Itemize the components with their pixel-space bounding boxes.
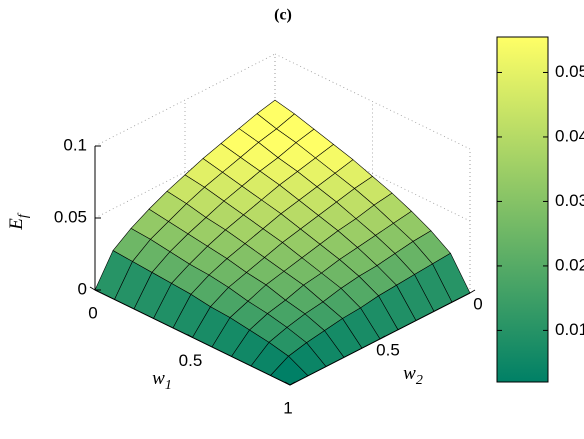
z-tick-label: 0.05: [54, 207, 87, 226]
axis-label-sub: 2: [416, 373, 423, 388]
x-tick-label: 0.5: [179, 351, 203, 370]
y-tick: [289, 381, 296, 386]
axis-label-text: E: [6, 218, 27, 231]
colorbar-tick-label: 0.01: [555, 320, 584, 339]
y-tick: [379, 335, 386, 340]
y-tick-label: 0: [473, 294, 482, 313]
x-tick: [284, 381, 291, 386]
x-tick: [187, 334, 193, 338]
axis-label-sub: 1: [165, 378, 172, 393]
chart-title: (c): [274, 7, 292, 24]
x-tick: [89, 286, 96, 291]
colorbar-tick-label: 0.04: [555, 126, 584, 145]
axis-label-text: w: [152, 368, 165, 389]
y-tick-label: 0.5: [376, 340, 400, 359]
grid-line: [274, 53, 471, 150]
x-tick-label: 1: [283, 398, 292, 417]
z-tick-label: 0.1: [63, 135, 87, 154]
axis-label: w2: [403, 363, 423, 388]
y-tick: [469, 289, 476, 294]
colorbar-tick-label: 0.03: [555, 191, 584, 210]
colorbar: [496, 36, 549, 383]
grid-line: [94, 53, 276, 147]
colorbar-tick-label: 0.05: [555, 62, 584, 81]
axis-label: Ef: [6, 212, 31, 231]
x-tick-label: 0: [88, 303, 97, 322]
axis-label-text: w: [403, 363, 416, 384]
axis-label: w1: [152, 368, 172, 393]
z-tick-label: 0: [78, 279, 87, 298]
colorbar-tick-label: 0.02: [555, 255, 584, 274]
axis-label-sub: f: [16, 212, 31, 218]
